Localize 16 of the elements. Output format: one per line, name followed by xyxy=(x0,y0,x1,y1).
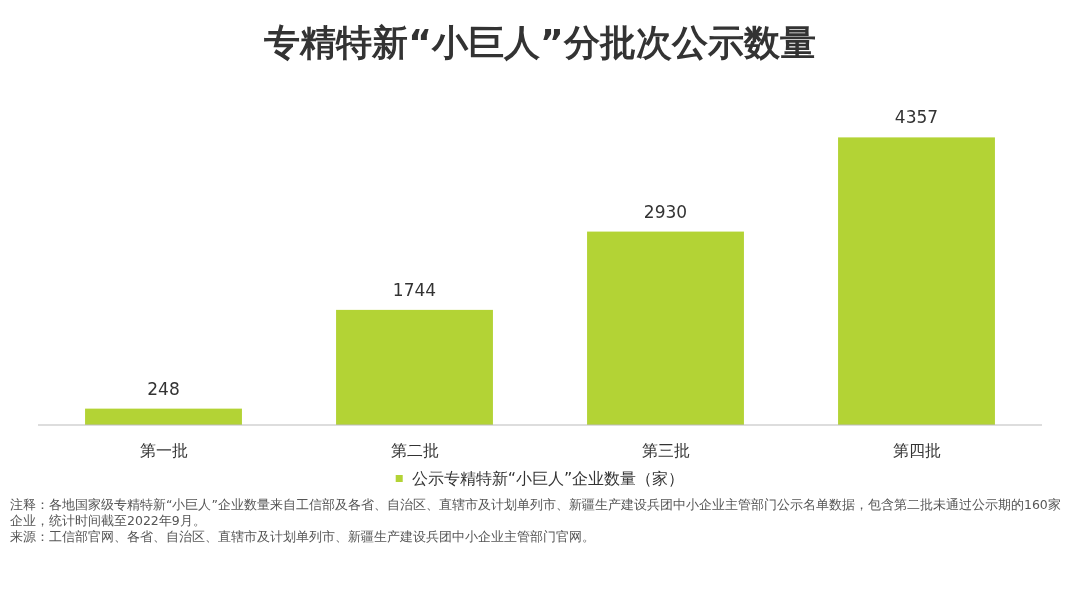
x-tick-label: 第四批 xyxy=(892,441,941,460)
legend-label: 公示专精特新“小巨人”企业数量（家） xyxy=(411,469,685,488)
data-label: 248 xyxy=(147,378,180,399)
bar xyxy=(587,231,744,425)
x-tick-label: 第一批 xyxy=(139,441,188,460)
data-label: 4357 xyxy=(894,107,939,128)
data-label: 2930 xyxy=(643,201,688,222)
bar xyxy=(838,137,995,425)
x-tick-label: 第二批 xyxy=(390,441,439,460)
text: 注释：各地国家级专精特新“小巨人”企业数量来自工信部及各省、自治区、直辖市及计划单列市、新疆生产建设兵团中小企业主管部门公示名单数据，包含第二批未通过公示期的160家企业，统计时间截至2022年9月。 xyxy=(10,497,1062,529)
bar xyxy=(336,309,493,425)
data-label: 1744 xyxy=(392,279,437,300)
source-note: 来源：工信部官网、各省、自治区、直辖市及计划单列市、新疆生产建设兵团中小企业主管部门官网。 xyxy=(10,529,596,545)
x-tick-label: 第三批 xyxy=(641,441,690,460)
chart-title: 专精特新“小巨人”分批次公示数量 xyxy=(264,22,816,63)
bar xyxy=(85,408,242,425)
